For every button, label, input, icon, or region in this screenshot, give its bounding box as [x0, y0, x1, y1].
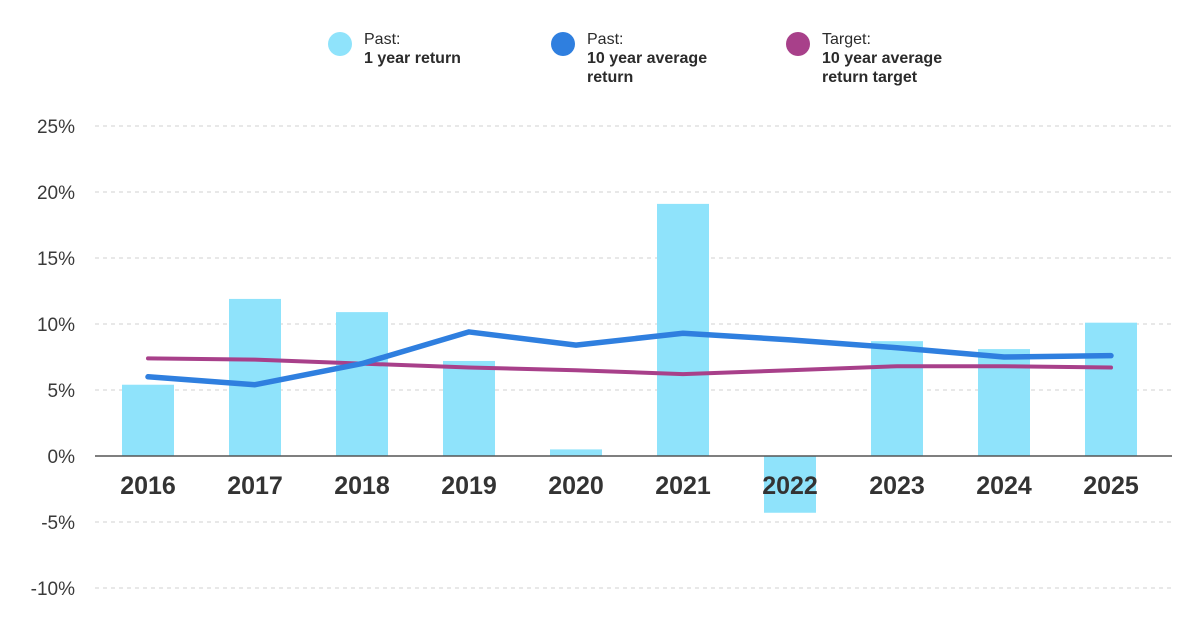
x-tick-label: 2023	[869, 472, 925, 500]
legend-desc: 10 year average return	[587, 50, 708, 86]
legend-item-1-year-return: Past: 1 year return	[328, 30, 514, 68]
y-tick-label: 0%	[48, 447, 76, 468]
legend-swatch-10-year-average-return	[551, 32, 575, 56]
legend-item-10-year-average-return: Past: 10 year average return	[551, 30, 737, 87]
bar	[657, 203, 709, 456]
legend-item-return-target: Target: 10 year average return target	[786, 30, 972, 87]
y-tick-label: 20%	[37, 183, 75, 204]
legend-desc: 1 year return	[364, 50, 461, 67]
x-tick-label: 2019	[441, 472, 497, 500]
bar	[764, 456, 816, 513]
target-return-line	[146, 356, 1113, 377]
bar	[443, 360, 495, 456]
legend-head: Target:	[822, 31, 871, 48]
x-tick-label: 2018	[334, 472, 390, 500]
y-tick-label: 15%	[37, 249, 75, 270]
bar	[1085, 322, 1137, 456]
x-tick-label: 2021	[655, 472, 711, 500]
x-tick-label: 2024	[976, 472, 1032, 500]
x-tick-label: 2020	[548, 472, 604, 500]
legend-desc: 10 year average return target	[822, 50, 943, 86]
legend-head: Past:	[364, 31, 401, 48]
legend-swatch-return-target	[786, 32, 810, 56]
bar	[550, 449, 602, 456]
x-tick-label: 2017	[227, 472, 283, 500]
legend-swatch-1-year-return	[328, 32, 352, 56]
y-tick-label: 5%	[48, 381, 76, 402]
ten-year-average-line	[145, 329, 1114, 388]
legend: Past: 1 year return Past: 10 year averag…	[0, 30, 1200, 100]
y-tick-label: -10%	[31, 579, 75, 600]
y-tick-label: 10%	[37, 315, 75, 336]
bar	[871, 341, 923, 456]
x-tick-label: 2016	[120, 472, 176, 500]
legend-head: Past:	[587, 31, 624, 48]
y-tick-label: 25%	[37, 117, 75, 138]
bar	[229, 298, 281, 456]
bar	[336, 312, 388, 456]
bar	[122, 384, 174, 456]
x-tick-label: 2025	[1083, 472, 1139, 500]
y-tick-label: -5%	[41, 513, 75, 534]
x-tick-label: 2022	[762, 472, 818, 500]
